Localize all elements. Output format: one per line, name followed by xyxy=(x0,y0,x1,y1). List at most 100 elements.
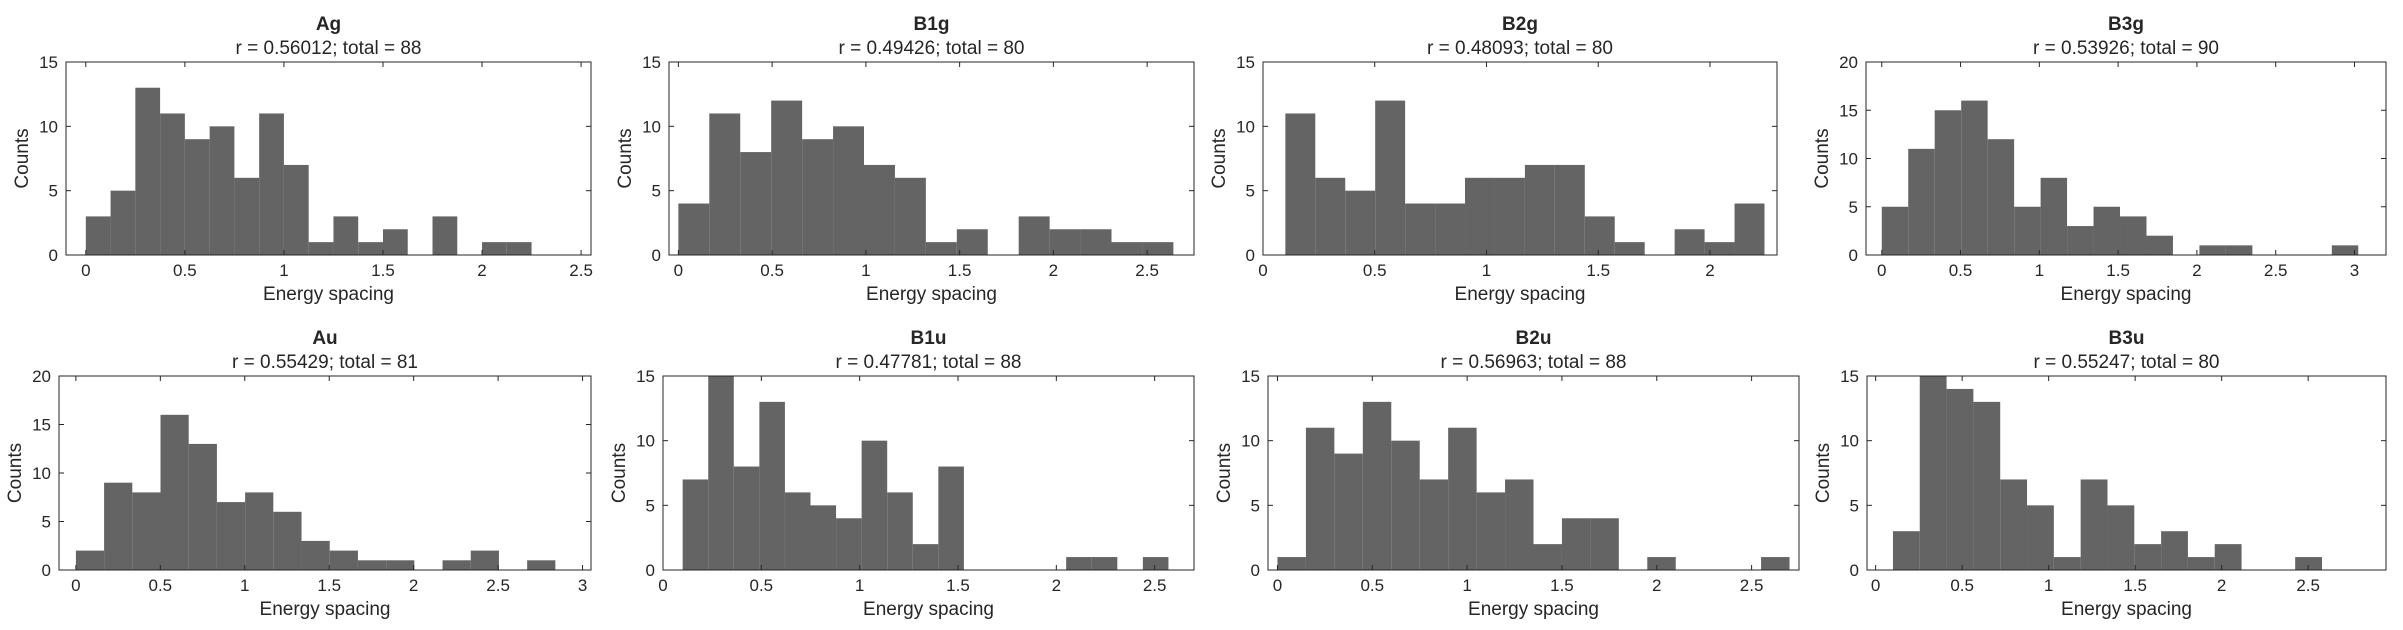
histogram-bar xyxy=(110,190,136,255)
y-tick-label: 0 xyxy=(652,246,661,265)
x-tick-label: 1 xyxy=(861,261,870,280)
histogram-bar xyxy=(938,466,964,570)
y-tick-label: 10 xyxy=(1236,117,1255,136)
histogram-bar xyxy=(1614,242,1645,255)
chart-title: B1u xyxy=(911,328,947,349)
histogram-bar xyxy=(1465,177,1495,255)
chart-subtitle: r = 0.55247; total = 80 xyxy=(2034,352,2220,373)
histogram-bar xyxy=(836,518,862,570)
x-axis-label: Energy spacing xyxy=(260,599,391,620)
histogram-bar xyxy=(135,87,161,255)
histogram-bar xyxy=(802,139,834,255)
histogram-bar xyxy=(1554,164,1585,255)
y-tick-label: 5 xyxy=(49,182,58,201)
y-tick-label: 0 xyxy=(646,561,655,580)
histogram-bar xyxy=(1285,113,1316,255)
x-tick-label: 2.5 xyxy=(1135,261,1159,280)
x-tick-label: 2 xyxy=(2192,261,2201,280)
chart-subtitle: r = 0.55429; total = 81 xyxy=(232,352,418,373)
x-tick-label: 1.5 xyxy=(948,261,972,280)
histogram-bar xyxy=(432,216,458,255)
subplot-ag: 0 0.5 1 1.5 2 2.5 0 5 10 15 Ag r = 0.56012; total =… xyxy=(12,14,593,305)
x-tick-label: 2.5 xyxy=(569,261,593,280)
histogram-bar xyxy=(209,126,235,255)
histogram-bar xyxy=(894,177,926,255)
x-tick-label: 2 xyxy=(1705,261,1714,280)
histogram-bar xyxy=(2000,479,2028,570)
y-axis-label: Counts xyxy=(609,443,630,503)
histogram-bar xyxy=(85,216,111,255)
y-tick-label: 10 xyxy=(1840,432,1859,451)
histogram-bar xyxy=(442,560,471,570)
histogram-bar xyxy=(1647,557,1676,570)
y-tick-label: 15 xyxy=(1840,367,1859,386)
histogram-bar xyxy=(184,139,210,255)
histogram-bar xyxy=(160,414,189,570)
chart-subtitle: r = 0.49426; total = 80 xyxy=(839,38,1025,59)
chart-title: B2g xyxy=(1502,14,1538,35)
histogram-bar xyxy=(1049,229,1081,255)
histogram-bar xyxy=(259,113,284,255)
histogram-bar xyxy=(1305,427,1335,570)
y-axis-label: Counts xyxy=(1214,443,1235,503)
y-tick-label: 0 xyxy=(49,246,58,265)
histogram-bar xyxy=(382,229,408,255)
y-tick-label: 0 xyxy=(1850,561,1859,580)
histogram-bar xyxy=(2093,206,2121,255)
histogram-bar xyxy=(912,544,939,570)
y-tick-label: 15 xyxy=(1839,101,1858,120)
histogram-bar xyxy=(1111,242,1143,255)
histogram-bar xyxy=(1494,177,1525,255)
x-tick-label: 2 xyxy=(1652,576,1661,595)
histogram-bar xyxy=(2120,216,2147,255)
y-tick-label: 0 xyxy=(1251,561,1260,580)
x-tick-label: 1.5 xyxy=(1550,576,1574,595)
subplot-b1u: 0 0.5 1 1.5 2 2.5 0 5 10 15 B1u r = 0.47781; total … xyxy=(609,328,1195,620)
x-tick-label: 1 xyxy=(2035,261,2044,280)
chart-subtitle: r = 0.48093; total = 80 xyxy=(1427,38,1613,59)
histogram-bar xyxy=(2080,479,2108,570)
x-tick-label: 0 xyxy=(658,576,667,595)
histogram-bar xyxy=(1435,203,1466,255)
histogram-bar xyxy=(386,560,415,570)
chart-title: Au xyxy=(312,328,337,349)
x-tick-label: 0 xyxy=(71,576,80,595)
y-tick-label: 15 xyxy=(636,367,655,386)
y-tick-label: 10 xyxy=(636,432,655,451)
x-tick-label: 1.5 xyxy=(317,576,341,595)
histogram-bar xyxy=(1142,557,1169,570)
histogram-bar xyxy=(1315,177,1346,255)
y-tick-label: 5 xyxy=(42,513,51,532)
histogram-bar xyxy=(283,164,309,255)
histogram-bar xyxy=(759,401,785,570)
subplot-b2u: 0 0.5 1 1.5 2 2.5 0 5 10 15 B2u r = 0.56963; total … xyxy=(1214,328,1800,620)
histogram-bar xyxy=(1375,100,1406,255)
histogram-bar xyxy=(132,492,161,570)
histogram-bar xyxy=(2134,544,2162,570)
histogram-bar xyxy=(682,479,709,570)
subplot-b2g: 0 0.5 1 1.5 2 0 5 10 15 B2g r = 0.48093; total = 8… xyxy=(1209,14,1778,305)
histogram-bar xyxy=(956,229,988,255)
x-tick-label: 2.5 xyxy=(2296,576,2320,595)
histogram-bar xyxy=(925,242,957,255)
histogram-bar xyxy=(245,492,274,570)
x-tick-label: 2 xyxy=(1052,576,1061,595)
histogram-bar xyxy=(1919,376,1947,570)
y-tick-label: 15 xyxy=(642,53,661,72)
histogram-bar xyxy=(2295,557,2322,570)
x-tick-label: 0 xyxy=(81,261,90,280)
x-axis-label: Energy spacing xyxy=(2061,599,2192,620)
y-tick-label: 15 xyxy=(32,416,51,435)
x-tick-label: 1 xyxy=(279,261,288,280)
histogram-bar xyxy=(784,492,811,570)
x-tick-label: 1.5 xyxy=(371,261,395,280)
x-tick-label: 0.5 xyxy=(173,261,197,280)
axes-box xyxy=(1262,61,1778,256)
x-axis-label: Energy spacing xyxy=(2061,284,2192,305)
histogram-bar xyxy=(1973,401,2001,570)
x-tick-label: 0.5 xyxy=(760,261,784,280)
x-tick-label: 0 xyxy=(1258,261,1267,280)
x-tick-label: 0.5 xyxy=(149,576,173,595)
histogram-bar xyxy=(771,100,803,255)
